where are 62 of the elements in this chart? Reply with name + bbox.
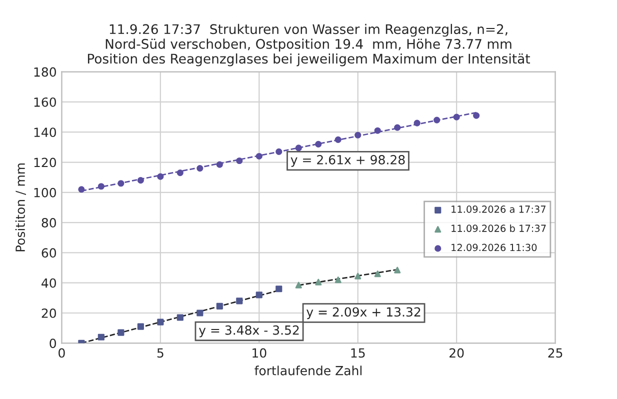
- point: [374, 127, 381, 134]
- point: [256, 292, 262, 298]
- point: [334, 276, 342, 284]
- legend-label: 12.09.2026 11:30: [452, 244, 537, 252]
- y-tick-label: 80: [42, 218, 56, 228]
- point: [78, 186, 85, 193]
- chart-title: 11.9.26 17:37 Strukturen von Wasser im Reagenzglas, n=2, Nord-Süd verschoben, Ostposition 19.4 mm, Höhe 73.77 mm Position des Reagenzglases bei jeweiligem Maximum der Intensität: [88, 24, 530, 66]
- point: [196, 164, 204, 172]
- legend-label: 11.09.2026 a 17:37: [452, 206, 546, 213]
- point: [374, 270, 381, 278]
- x-tick-label: 0: [58, 348, 65, 358]
- point: [157, 318, 164, 326]
- point: [157, 173, 164, 180]
- point: [354, 132, 362, 138]
- point: [315, 278, 322, 286]
- point: [236, 298, 243, 304]
- point: [176, 314, 184, 321]
- point: [276, 148, 282, 155]
- x-tick-label: 15: [351, 348, 365, 358]
- annotation: y = 2.61x + 98.28: [290, 154, 405, 167]
- y-tick-label: 140: [34, 128, 56, 138]
- x-tick-label: 5: [157, 348, 164, 358]
- annotation: y = 3.48x - 3.52: [198, 325, 299, 338]
- legend-label: 11.09.2026 b 17:37: [452, 224, 546, 232]
- y-tick-label: 100: [34, 188, 56, 198]
- point: [118, 329, 124, 336]
- point: [354, 272, 362, 280]
- y-tick-label: 180: [34, 67, 56, 77]
- point: [434, 116, 440, 124]
- point: [394, 266, 401, 274]
- point: [98, 334, 104, 340]
- point: [334, 136, 342, 143]
- point: [118, 180, 124, 187]
- x-tick-label: 25: [548, 348, 562, 358]
- point: [137, 177, 144, 184]
- point: [295, 282, 302, 288]
- y-tick-label: 20: [42, 308, 56, 318]
- annotation: y = 2.09x + 13.32: [306, 307, 420, 320]
- point: [216, 161, 223, 168]
- y-tick-label: 60: [42, 248, 56, 258]
- point: [453, 114, 460, 120]
- point: [276, 286, 282, 292]
- point: [414, 120, 420, 126]
- y-tick-label: 120: [34, 158, 56, 168]
- point: [394, 124, 401, 131]
- point: [196, 310, 204, 316]
- x-axis-title: fortlaufende Zahl: [254, 366, 362, 376]
- point: [137, 323, 144, 330]
- point: [315, 140, 322, 148]
- point: [176, 170, 184, 176]
- y-tick-label: 160: [34, 97, 56, 107]
- y-axis-title: Posititon / mm: [15, 164, 26, 252]
- x-tick-label: 20: [450, 348, 464, 358]
- point: [473, 112, 480, 119]
- point: [236, 157, 243, 164]
- x-tick-label: 10: [252, 348, 266, 358]
- point: [216, 302, 223, 310]
- point: [98, 183, 104, 190]
- y-tick-label: 40: [42, 278, 56, 288]
- y-tick-label: 0: [50, 338, 56, 348]
- point: [295, 144, 302, 152]
- point: [256, 152, 262, 160]
